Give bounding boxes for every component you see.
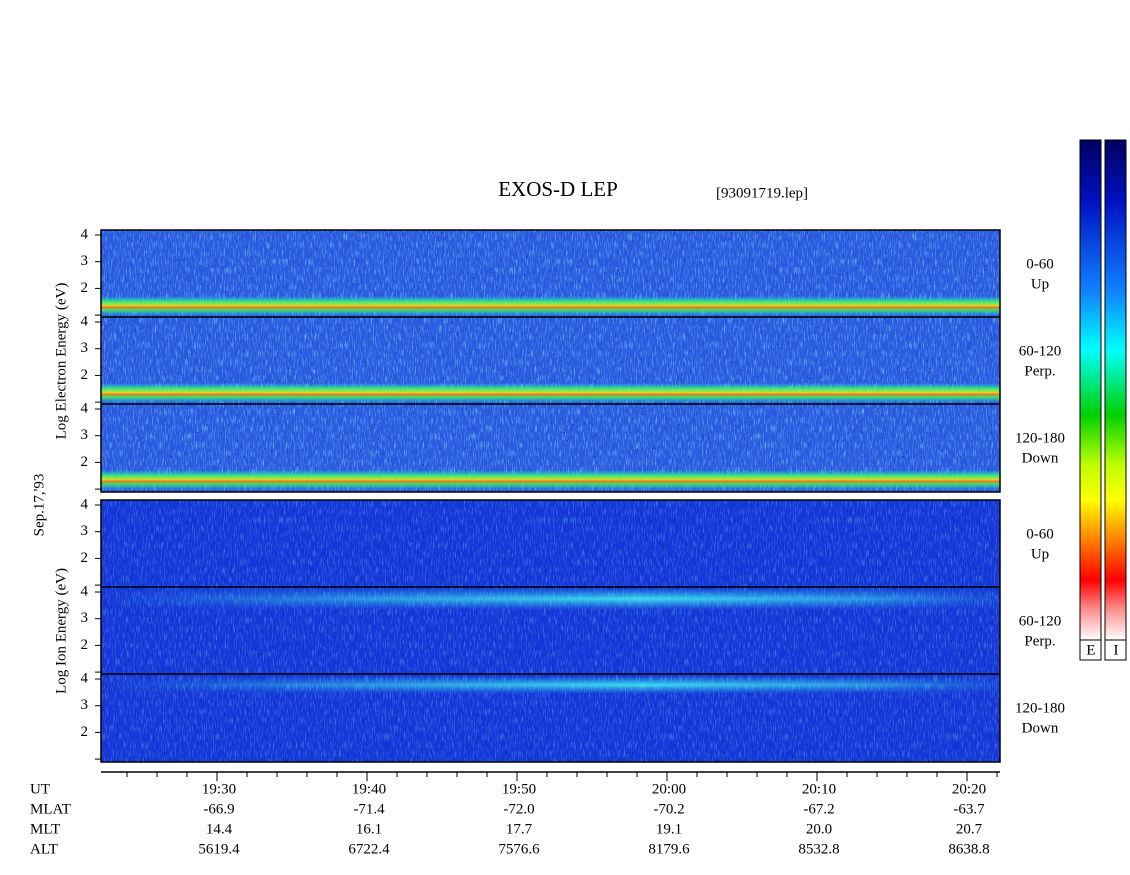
panel-direction: Perp. bbox=[1024, 633, 1055, 649]
y-tick-label: 4 bbox=[81, 400, 89, 416]
colorbar-label: E bbox=[1086, 642, 1095, 658]
row-value: -71.4 bbox=[353, 801, 385, 817]
y-tick-label: 4 bbox=[81, 226, 89, 242]
row-value: 8179.6 bbox=[648, 841, 690, 857]
y-tick-label: 4 bbox=[81, 313, 89, 329]
row-value: -63.7 bbox=[953, 801, 985, 817]
row-value: 6722.4 bbox=[348, 841, 390, 857]
row-value: -66.9 bbox=[203, 801, 234, 817]
row-value: 5619.4 bbox=[198, 841, 240, 857]
y-tick-label: 4 bbox=[81, 670, 89, 686]
y-tick-label: 3 bbox=[81, 340, 89, 356]
row-label: ALT bbox=[30, 841, 58, 857]
row-value: 8638.8 bbox=[948, 841, 989, 857]
row-label: MLT bbox=[30, 821, 60, 837]
row-value: 14.4 bbox=[206, 821, 233, 837]
panel-range: 0-60 bbox=[1026, 256, 1054, 272]
row-value: 19:30 bbox=[202, 781, 236, 797]
panel-range: 60-120 bbox=[1019, 613, 1062, 629]
row-value: 17.7 bbox=[506, 821, 533, 837]
y-tick-label: 2 bbox=[81, 637, 89, 653]
electron-spectrogram bbox=[101, 230, 1000, 492]
y-tick-label: 2 bbox=[81, 454, 89, 470]
panel-direction: Perp. bbox=[1024, 363, 1055, 379]
row-value: 8532.8 bbox=[798, 841, 839, 857]
file-name: [93091719.lep] bbox=[716, 185, 808, 201]
y-tick-label: 3 bbox=[81, 523, 89, 539]
row-value: 20:00 bbox=[652, 781, 686, 797]
y-tick-label: 3 bbox=[81, 253, 89, 269]
row-value: -67.2 bbox=[803, 801, 834, 817]
row-value: 19:40 bbox=[352, 781, 386, 797]
date-label: Sep.17,'93 bbox=[31, 474, 47, 537]
colorbar-label: I bbox=[1114, 642, 1119, 658]
row-value: 20.7 bbox=[956, 821, 983, 837]
panel-frames bbox=[100, 229, 1001, 773]
panel-range: 120-180 bbox=[1015, 700, 1065, 716]
row-value: 7576.6 bbox=[498, 841, 540, 857]
panel-range: 120-180 bbox=[1015, 430, 1065, 446]
y-tick-label: 2 bbox=[81, 724, 89, 740]
row-value: 19:50 bbox=[502, 781, 536, 797]
ion-spectrogram bbox=[101, 500, 1000, 762]
panel-direction: Up bbox=[1031, 546, 1049, 562]
row-label: UT bbox=[30, 781, 50, 797]
row-value: -72.0 bbox=[503, 801, 534, 817]
y-tick-label: 3 bbox=[81, 610, 89, 626]
y-tick-label: 3 bbox=[81, 697, 89, 713]
row-value: 20:10 bbox=[802, 781, 836, 797]
row-value: 16.1 bbox=[356, 821, 382, 837]
ion-axis-label: Log Ion Energy (eV) bbox=[53, 568, 69, 694]
y-tick-label: 4 bbox=[81, 583, 89, 599]
panel-direction: Up bbox=[1031, 276, 1049, 292]
panel-direction: Down bbox=[1022, 450, 1059, 466]
panel-range: 60-120 bbox=[1019, 343, 1062, 359]
row-value: 20.0 bbox=[806, 821, 832, 837]
color-bars bbox=[1079, 139, 1127, 661]
row-value: 20:20 bbox=[952, 781, 986, 797]
row-value: 19.1 bbox=[656, 821, 682, 837]
row-value: -70.2 bbox=[653, 801, 684, 817]
y-tick-label: 2 bbox=[81, 367, 89, 383]
y-tick-label: 4 bbox=[81, 496, 89, 512]
panel-direction: Down bbox=[1022, 720, 1059, 736]
y-tick-label: 2 bbox=[81, 280, 89, 296]
row-label: MLAT bbox=[30, 801, 71, 817]
y-tick-label: 3 bbox=[81, 427, 89, 443]
panel-range: 0-60 bbox=[1026, 526, 1054, 542]
title: EXOS-D LEP bbox=[498, 177, 618, 201]
y-tick-label: 2 bbox=[81, 550, 89, 566]
electron-axis-label: Log Electron Energy (eV) bbox=[53, 283, 69, 440]
